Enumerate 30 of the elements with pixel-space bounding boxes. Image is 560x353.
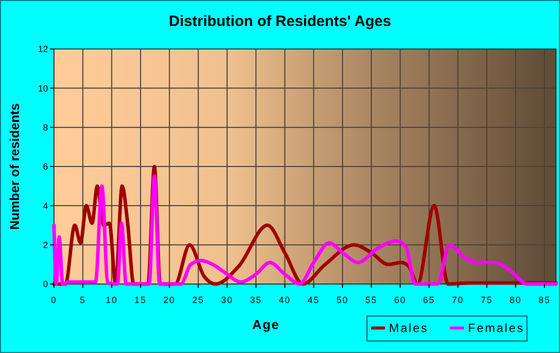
x-tick-label: 0: [50, 295, 58, 305]
legend-label: Females: [468, 321, 525, 336]
y-tick-label: 4: [42, 200, 48, 211]
y-tick-label: 0: [42, 279, 48, 290]
x-tick-label: 50: [336, 295, 349, 305]
x-tick-label: 60: [394, 295, 406, 305]
x-tick-label: 5: [80, 295, 86, 305]
x-tick-label: 20: [163, 295, 176, 305]
x-tick-label: 15: [134, 295, 147, 305]
x-tick-label: 75: [480, 295, 493, 305]
x-tick-label: 25: [192, 295, 204, 305]
x-tick-label: 80: [510, 295, 522, 305]
x-tick-label: 65: [423, 295, 436, 305]
y-tick-label: 6: [42, 162, 48, 172]
x-tick-label: 35: [250, 295, 262, 305]
y-tick-label: 10: [38, 83, 48, 94]
x-tick-label: 85: [538, 295, 550, 305]
x-tick-label: 30: [221, 295, 234, 305]
legend-label: Males: [389, 321, 429, 336]
x-axis-title: Age: [252, 317, 280, 332]
chart-title: Distribution of Residents' Ages: [168, 13, 392, 30]
y-tick-label: 12: [38, 44, 48, 54]
x-tick-label: 45: [308, 295, 320, 305]
x-tick-label: 55: [365, 295, 378, 305]
y-tick-label: 8: [42, 122, 48, 132]
x-tick-label: 40: [278, 295, 291, 305]
y-tick-label: 2: [42, 240, 48, 250]
y-axis-title: Number of residents: [7, 103, 22, 230]
x-tick-label: 70: [452, 295, 464, 305]
x-tick-label: 10: [106, 295, 118, 305]
